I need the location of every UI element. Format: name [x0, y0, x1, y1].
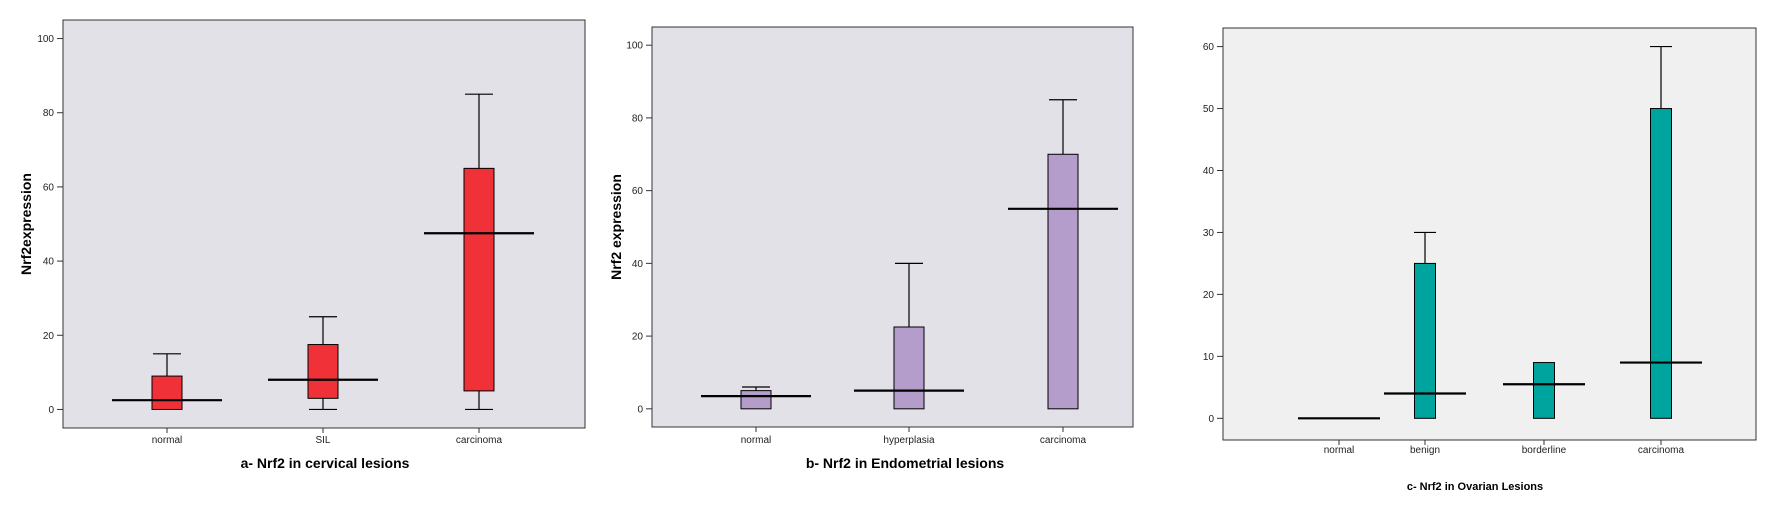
y-tick-label: 60 — [43, 182, 55, 193]
y-tick-label: 40 — [1203, 166, 1215, 177]
y-tick-label: 40 — [632, 259, 644, 270]
panel-b-title: b- Nrf2 in Endometrial lesions — [806, 455, 1005, 471]
y-tick-label: 0 — [48, 405, 54, 416]
panel-a-y-axis-label: Nrf2expression — [18, 173, 34, 275]
x-category-label: carcinoma — [1638, 445, 1685, 456]
panel-c: 0 10 20 30 40 50 60 normal benign borderline carci… — [1203, 27, 1757, 493]
y-tick-label: 100 — [37, 34, 54, 45]
x-category-label: benign — [1410, 445, 1440, 456]
panel-c-plot-area — [1222, 27, 1757, 441]
y-tick-label: 0 — [637, 404, 643, 415]
panel-c-content: 0 10 20 30 40 50 60 normal benign borderline carci… — [1203, 42, 1702, 456]
panel-b-y-axis-label: Nrf2 expression — [608, 174, 624, 280]
y-tick-label: 40 — [43, 257, 55, 268]
y-tick-label: 20 — [1203, 290, 1215, 301]
box-iqr — [740, 390, 772, 410]
box-iqr — [463, 167, 495, 392]
box-iqr — [151, 375, 183, 410]
y-tick-label: 0 — [1208, 414, 1214, 425]
box-iqr — [893, 326, 925, 410]
x-category-label: hyperplasia — [883, 435, 935, 446]
y-tick-label: 20 — [632, 332, 644, 343]
x-category-label: carcinoma — [1040, 435, 1087, 446]
x-category-label: SIL — [315, 435, 330, 446]
x-category-label: carcinoma — [456, 435, 503, 446]
x-category-label: normal — [1324, 445, 1355, 456]
panel-a-content: 0 20 40 60 80 100 normal SIL carcinoma — [37, 34, 534, 446]
box-iqr — [1047, 153, 1079, 410]
box-iqr — [307, 344, 339, 399]
y-tick-label: 80 — [43, 108, 55, 119]
panel-b: 0 20 40 60 80 100 normal hyperplasia carcinoma N… — [608, 26, 1134, 471]
box-iqr — [1650, 108, 1672, 419]
panel-a-title: a- Nrf2 in cervical lesions — [241, 455, 410, 471]
y-tick-label: 60 — [1203, 42, 1215, 53]
y-tick-label: 80 — [632, 113, 644, 124]
panel-a: 0 20 40 60 80 100 normal SIL carcinoma Nrf2expre… — [18, 19, 586, 471]
box-iqr — [1533, 362, 1555, 419]
x-category-label: normal — [741, 435, 772, 446]
panel-c-title: c- Nrf2 in Ovarian Lesions — [1407, 481, 1543, 493]
box-iqr — [1414, 262, 1436, 419]
y-tick-label: 60 — [632, 186, 644, 197]
y-tick-label: 20 — [43, 331, 55, 342]
x-category-label: normal — [152, 435, 183, 446]
y-tick-label: 30 — [1203, 228, 1215, 239]
panel-b-content: 0 20 40 60 80 100 normal hyperplasia carcinoma — [626, 41, 1118, 446]
y-tick-label: 100 — [626, 41, 643, 52]
y-tick-label: 50 — [1203, 104, 1215, 115]
y-tick-label: 10 — [1203, 352, 1215, 363]
x-category-label: borderline — [1522, 445, 1567, 456]
